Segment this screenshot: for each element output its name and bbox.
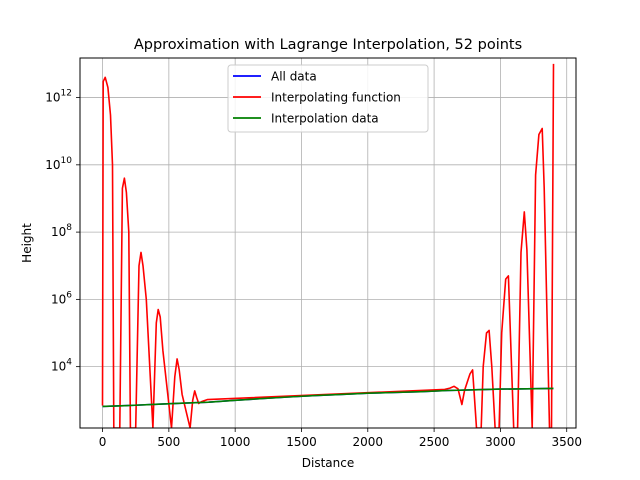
plot-series	[101, 63, 555, 428]
x-tick-label: 500	[157, 435, 180, 449]
y-tick-label: 104	[51, 358, 72, 374]
legend: All data Interpolating function Interpolat…	[227, 64, 429, 133]
y-axis-label: Height	[20, 223, 34, 263]
x-axis-ticks: 0 500 1000 1500 2000 2500 3000 3500	[99, 428, 582, 449]
legend-label: All data	[271, 70, 317, 84]
y-tick-label: 108	[51, 223, 72, 239]
legend-label: Interpolation data	[271, 112, 379, 126]
y-tick-label: 1012	[45, 89, 72, 105]
legend-frame	[227, 64, 429, 133]
x-tick-label: 1500	[286, 435, 317, 449]
y-axis-ticks: 104 106 108 1010 1012	[45, 89, 80, 374]
y-tick-label: 106	[51, 290, 72, 306]
y-tick-label: 1010	[45, 156, 72, 172]
plot-frame	[79, 57, 577, 429]
legend-label: Interpolating function	[271, 91, 401, 105]
x-tick-label: 2500	[419, 435, 450, 449]
x-tick-label: 0	[99, 435, 107, 449]
series-line-2	[101, 63, 555, 428]
series-line-3	[102, 387, 554, 408]
x-tick-label: 3000	[485, 435, 516, 449]
x-axis-label: Distance	[302, 456, 354, 470]
chart-title: Approximation with Lagrange Interpolatio…	[134, 37, 522, 53]
x-tick-label: 3500	[551, 435, 582, 449]
x-tick-label: 2000	[353, 435, 384, 449]
x-tick-label: 1000	[220, 435, 251, 449]
